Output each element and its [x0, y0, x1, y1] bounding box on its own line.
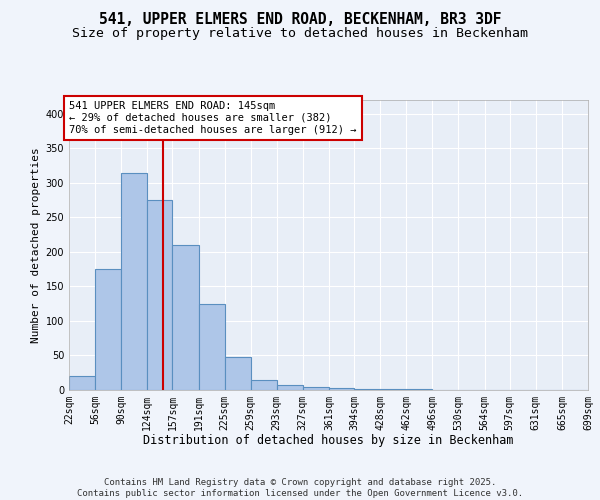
Y-axis label: Number of detached properties: Number of detached properties — [31, 147, 41, 343]
Bar — [121, 172, 147, 390]
Bar — [251, 380, 277, 390]
Bar — [354, 388, 380, 390]
Bar — [69, 376, 95, 390]
X-axis label: Distribution of detached houses by size in Beckenham: Distribution of detached houses by size … — [143, 434, 514, 448]
Text: 541 UPPER ELMERS END ROAD: 145sqm
← 29% of detached houses are smaller (382)
70%: 541 UPPER ELMERS END ROAD: 145sqm ← 29% … — [69, 102, 356, 134]
Bar — [172, 245, 199, 390]
Bar — [95, 269, 121, 390]
Bar — [303, 386, 329, 390]
Bar — [277, 385, 303, 390]
Bar — [224, 357, 251, 390]
Text: Size of property relative to detached houses in Beckenham: Size of property relative to detached ho… — [72, 28, 528, 40]
Text: 541, UPPER ELMERS END ROAD, BECKENHAM, BR3 3DF: 541, UPPER ELMERS END ROAD, BECKENHAM, B… — [99, 12, 501, 28]
Text: Contains HM Land Registry data © Crown copyright and database right 2025.
Contai: Contains HM Land Registry data © Crown c… — [77, 478, 523, 498]
Bar — [199, 304, 224, 390]
Bar — [329, 388, 354, 390]
Bar — [147, 200, 172, 390]
